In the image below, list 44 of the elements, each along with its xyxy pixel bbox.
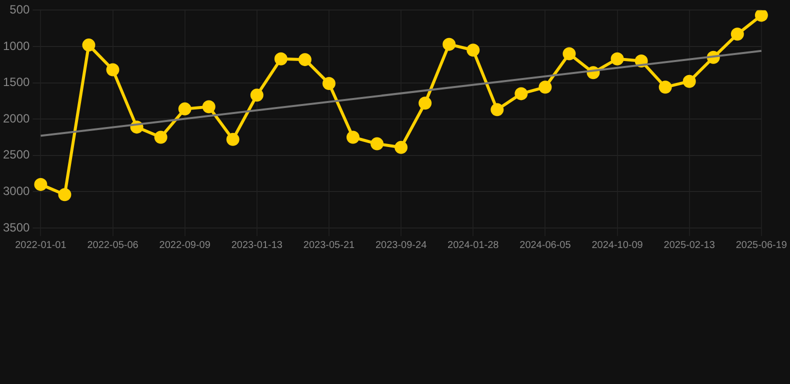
y-tick-label: 1500 [2, 75, 30, 90]
x-tick-label: 2024-01-28 [448, 240, 500, 251]
x-tick-label: 2023-09-24 [375, 240, 428, 251]
point [298, 53, 312, 66]
point [658, 80, 672, 94]
point [754, 10, 768, 22]
x-tick-label: 2022-05-06 [87, 240, 139, 251]
point [346, 130, 360, 144]
point [178, 102, 192, 116]
y-tick-label: 500 [10, 2, 30, 17]
y-tick-label: 3000 [2, 184, 30, 198]
point [538, 80, 552, 94]
point [418, 96, 432, 110]
point [106, 63, 120, 76]
point [274, 52, 288, 66]
x-tick-label: 2022-01-01 [15, 240, 67, 251]
point [490, 103, 504, 116]
point [730, 28, 744, 41]
x-tick-label: 2025-06-19 [736, 240, 788, 251]
point [562, 47, 576, 60]
point [58, 188, 72, 202]
point [394, 140, 408, 154]
point [250, 88, 264, 102]
y-tick-label: 2000 [2, 111, 30, 126]
x-tick-label: 2023-01-13 [231, 240, 283, 251]
x-tick-label: 2024-10-09 [592, 240, 644, 251]
point [514, 87, 528, 100]
point [82, 38, 96, 52]
x-tick-label: 2024-06-05 [520, 240, 572, 251]
point [610, 52, 624, 66]
x-tick-label: 2025-02-13 [664, 240, 716, 251]
x-tick-label: 2023-05-21 [303, 240, 355, 251]
point [370, 137, 384, 150]
point [322, 77, 336, 90]
x-tick-label: 2022-09-09 [159, 240, 211, 251]
point [682, 74, 696, 88]
point [202, 100, 216, 114]
point [154, 130, 168, 144]
y-tick-label: 2500 [2, 148, 30, 162]
y-tick-label: 1000 [2, 38, 30, 53]
y-tick-label: 3500 [2, 220, 30, 234]
point [466, 44, 480, 57]
point [226, 132, 240, 146]
point [442, 38, 456, 51]
